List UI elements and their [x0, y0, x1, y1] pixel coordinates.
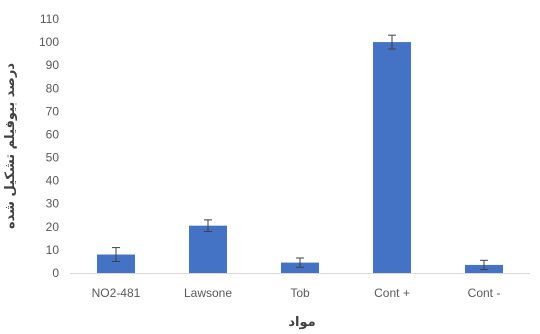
x-tick-label-no2-481: NO2-481 — [92, 286, 141, 300]
y-tick-label-40: 40 — [46, 174, 60, 188]
bar-lawsone — [189, 225, 227, 273]
y-tick-label-80: 80 — [46, 81, 60, 95]
bar-cont — [373, 42, 411, 273]
y-tick-label-50: 50 — [46, 151, 60, 165]
y-tick-label-70: 70 — [46, 104, 60, 118]
y-tick-label-10: 10 — [46, 243, 60, 257]
y-axis-ticks: 0 10 20 30 40 50 60 70 80 90 100 110 — [39, 12, 59, 280]
x-tick-label-lawsone: Lawsone — [184, 286, 232, 300]
x-tick-label-cont: Cont - — [468, 286, 501, 300]
x-axis-tick-labels: NO2-481 Lawsone Tob Cont + Cont - — [92, 286, 501, 300]
bars — [97, 42, 503, 273]
x-axis-title: مواد — [288, 315, 315, 330]
error-bar-tob — [296, 257, 304, 268]
y-tick-label-30: 30 — [46, 197, 60, 211]
error-bar-lawsone — [204, 219, 212, 232]
error-bar-cont — [388, 34, 396, 50]
bar-no2-481 — [97, 254, 135, 273]
y-tick-label-0: 0 — [52, 266, 59, 280]
y-tick-label-90: 90 — [46, 58, 60, 72]
y-tick-label-110: 110 — [40, 12, 59, 26]
y-tick-label-20: 20 — [46, 220, 60, 234]
error-bar-no2-481 — [112, 247, 120, 262]
x-tick-label-tob: Tob — [290, 286, 310, 300]
y-axis-title: درصد بیوفیلم تشکیل شده — [3, 63, 18, 229]
error-bars — [112, 34, 488, 271]
y-tick-label-60: 60 — [46, 127, 60, 141]
x-tick-label-cont: Cont + — [374, 286, 410, 300]
y-tick-label-100: 100 — [39, 35, 59, 49]
error-bar-cont — [480, 259, 488, 271]
bar-tob — [281, 262, 319, 273]
